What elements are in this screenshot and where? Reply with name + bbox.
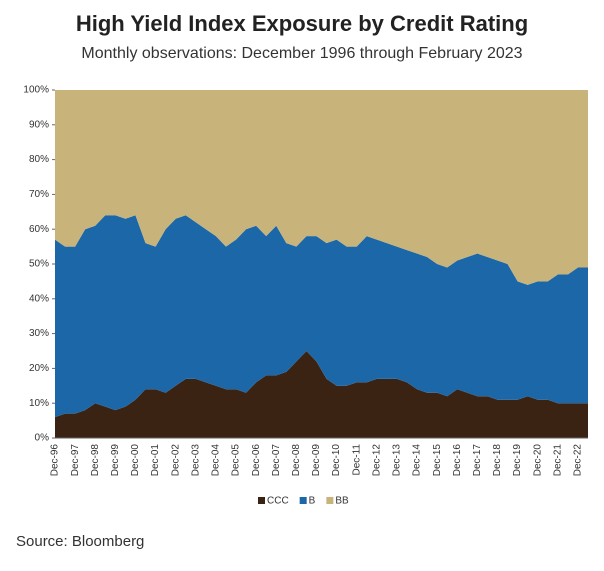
x-tick-label: Dec-19 [512,444,523,477]
x-tick-label: Dec-98 [90,444,101,477]
x-tick-label: Dec-99 [110,444,121,477]
y-tick-label: 90% [29,119,49,130]
y-tick-label: 70% [29,189,49,200]
chart-title: High Yield Index Exposure by Credit Rati… [76,11,528,36]
legend-swatch [258,497,265,504]
legend-swatch [326,497,334,504]
area [55,90,588,285]
x-tick-label: Dec-01 [150,444,161,477]
legend-label: CCC [267,496,289,507]
y-tick-label: 100% [23,85,49,96]
x-tick-label: Dec-16 [452,444,463,477]
x-tick-label: Dec-11 [351,444,362,476]
legend-label: B [309,496,316,507]
area [55,215,588,418]
x-tick-label: Dec-14 [412,444,423,477]
y-tick-label: 50% [29,259,49,270]
x-tick-label: Dec-10 [331,444,342,477]
y-tick-label: 40% [29,293,49,304]
x-tick-label: Dec-20 [532,444,543,477]
x-tick-label: Dec-15 [432,444,443,477]
x-tick-label: Dec-09 [311,444,322,477]
x-tick-label: Dec-13 [392,444,403,477]
x-tick-label: Dec-18 [492,444,503,477]
x-tick-label: Dec-22 [573,444,584,477]
y-tick-label: 80% [29,154,49,165]
x-tick-label: Dec-00 [130,444,141,477]
y-tick-label: 20% [29,363,49,374]
legend-label: BB [335,496,349,507]
y-tick-label: 30% [29,328,49,339]
y-tick-label: 0% [35,433,50,444]
x-tick-label: Dec-05 [231,444,242,477]
x-tick-label: Dec-17 [472,444,483,477]
area [55,351,588,438]
x-tick-label: Dec-12 [371,444,382,477]
source: Source: Bloomberg [16,533,144,550]
x-tick-label: Dec-08 [291,444,302,477]
y-tick-label: 10% [29,398,49,409]
x-tick-label: Dec-97 [70,444,81,477]
x-tick-label: Dec-07 [271,444,282,477]
x-tick-label: Dec-02 [170,444,181,477]
x-tick-label: Dec-03 [190,444,201,477]
x-tick-label: Dec-06 [251,444,262,477]
y-tick-label: 60% [29,224,49,235]
x-tick-label: Dec-96 [50,444,61,477]
legend-swatch [299,497,307,504]
x-tick-label: Dec-21 [552,444,563,477]
x-tick-label: Dec-04 [211,444,222,477]
chart-subtitle: Monthly observations: December 1996 thro… [81,45,522,62]
